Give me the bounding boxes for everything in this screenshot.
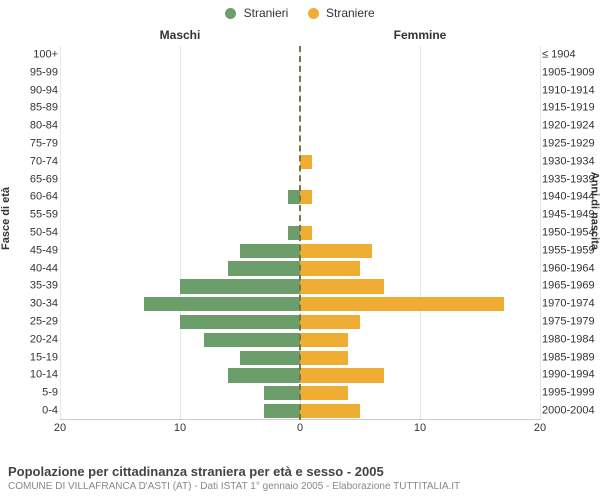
legend: Stranieri Straniere	[0, 0, 600, 20]
x-tick-label: 10	[414, 422, 426, 434]
y-label-birth: 2000-2004	[542, 406, 597, 417]
column-title-female: Femmine	[394, 28, 447, 42]
chart-title: Popolazione per cittadinanza straniera p…	[8, 464, 592, 479]
y-label-birth: 1970-1974	[542, 299, 597, 310]
bar-male	[180, 315, 300, 329]
y-label-birth: 1940-1944	[542, 192, 597, 203]
y-label-age: 65-69	[3, 174, 58, 185]
y-label-age: 100+	[3, 49, 58, 60]
legend-label-female: Straniere	[326, 6, 375, 20]
x-tick-label: 20	[534, 422, 546, 434]
x-tick-label: 0	[297, 422, 303, 434]
y-label-age: 90-94	[3, 85, 58, 96]
population-pyramid-chart: Stranieri Straniere Maschi Femmine Fasce…	[0, 0, 600, 500]
bar-female	[300, 386, 348, 400]
y-label-age: 85-89	[3, 103, 58, 114]
y-label-age: 95-99	[3, 67, 58, 78]
bar-male	[144, 297, 300, 311]
y-label-birth: 1925-1929	[542, 138, 597, 149]
center-divider	[299, 46, 301, 420]
plot-half-female	[300, 46, 540, 420]
chart-subtitle: COMUNE DI VILLAFRANCA D'ASTI (AT) - Dati…	[8, 481, 592, 492]
y-label-birth: 1955-1959	[542, 245, 597, 256]
y-label-age: 35-39	[3, 281, 58, 292]
bar-male	[204, 333, 300, 347]
y-label-age: 15-19	[3, 352, 58, 363]
y-label-age: 5-9	[3, 388, 58, 399]
bar-male	[228, 261, 300, 275]
y-label-age: 60-64	[3, 192, 58, 203]
legend-item-female: Straniere	[308, 6, 375, 20]
y-label-age: 25-29	[3, 317, 58, 328]
bar-male	[264, 386, 300, 400]
bar-female	[300, 404, 360, 418]
y-label-birth: 1920-1924	[542, 121, 597, 132]
bar-female	[300, 226, 312, 240]
y-label-birth: 1915-1919	[542, 103, 597, 114]
column-title-male: Maschi	[160, 28, 201, 42]
y-label-birth: 1980-1984	[542, 334, 597, 345]
y-label-age: 10-14	[3, 370, 58, 381]
plot-half-male	[60, 46, 300, 420]
y-label-age: 45-49	[3, 245, 58, 256]
x-axis-labels: 201001020	[60, 422, 540, 436]
bar-male	[240, 351, 300, 365]
bar-female	[300, 351, 348, 365]
y-label-birth: 1960-1964	[542, 263, 597, 274]
y-label-birth: 1990-1994	[542, 370, 597, 381]
y-label-birth: 1945-1949	[542, 210, 597, 221]
y-label-age: 40-44	[3, 263, 58, 274]
y-label-age: 80-84	[3, 121, 58, 132]
y-label-birth: 1935-1939	[542, 174, 597, 185]
bar-female	[300, 333, 348, 347]
y-axis-left-labels: 100+ 95-99 90-94 85-89 80-84 75-79 70-74 65-69 6…	[3, 46, 58, 420]
plot-area	[60, 46, 540, 420]
legend-label-male: Stranieri	[244, 6, 289, 20]
y-label-birth: 1985-1989	[542, 352, 597, 363]
bar-female	[300, 368, 384, 382]
y-label-birth: ≤ 1904	[542, 49, 597, 60]
y-label-age: 70-74	[3, 156, 58, 167]
bar-female	[300, 297, 504, 311]
y-label-birth: 1995-1999	[542, 388, 597, 399]
x-tick-label: 10	[174, 422, 186, 434]
column-titles: Maschi Femmine	[60, 28, 540, 44]
y-label-age: 75-79	[3, 138, 58, 149]
bar-male	[228, 368, 300, 382]
bar-female	[300, 244, 372, 258]
bar-male	[180, 279, 300, 293]
y-label-age: 20-24	[3, 334, 58, 345]
grid-line	[540, 46, 541, 420]
x-tick-label: 20	[54, 422, 66, 434]
y-label-birth: 1965-1969	[542, 281, 597, 292]
y-label-age: 50-54	[3, 228, 58, 239]
legend-item-male: Stranieri	[225, 6, 288, 20]
swatch-female	[308, 8, 319, 19]
bar-female	[300, 279, 384, 293]
chart-footer: Popolazione per cittadinanza straniera p…	[8, 464, 592, 492]
y-label-age: 30-34	[3, 299, 58, 310]
y-label-age: 55-59	[3, 210, 58, 221]
bar-male	[264, 404, 300, 418]
bar-female	[300, 315, 360, 329]
bar-female	[300, 190, 312, 204]
y-label-age: 0-4	[3, 406, 58, 417]
y-label-birth: 1910-1914	[542, 85, 597, 96]
bar-female	[300, 261, 360, 275]
y-label-birth: 1975-1979	[542, 317, 597, 328]
swatch-male	[225, 8, 236, 19]
bar-female	[300, 155, 312, 169]
bar-male	[240, 244, 300, 258]
y-label-birth: 1950-1954	[542, 228, 597, 239]
y-label-birth: 1905-1909	[542, 67, 597, 78]
y-label-birth: 1930-1934	[542, 156, 597, 167]
y-axis-right-labels: ≤ 1904 1905-1909 1910-1914 1915-1919 1920-19…	[542, 46, 597, 420]
